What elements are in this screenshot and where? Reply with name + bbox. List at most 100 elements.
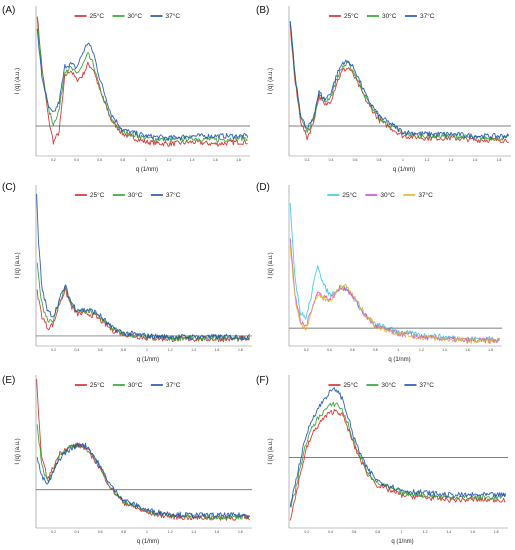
x-tick-label: 0.4: [328, 530, 333, 534]
x-tick-label: 1.4: [191, 348, 196, 352]
x-tick-label: 0.6: [352, 530, 357, 534]
x-tick-label: 0.8: [121, 530, 126, 534]
x-tick-label: 1.4: [191, 530, 196, 534]
x-tick-label: 1.2: [425, 158, 430, 162]
x-tick-label: 0.6: [98, 348, 103, 352]
x-tick-label: 0.4: [329, 158, 334, 162]
x-tick-label: 0.2: [51, 348, 56, 352]
x-tick-label: 1.2: [423, 530, 428, 534]
x-tick-label: 0.8: [377, 158, 382, 162]
legend-label: 30°C: [381, 381, 396, 389]
x-axis-title: q (1/nm): [137, 539, 159, 545]
x-tick-label: 0.2: [304, 530, 309, 534]
x-tick-label: 0.4: [75, 348, 80, 352]
series-line-37c: [289, 21, 509, 140]
chart-panel-5: (E) 0.2 0.4 0.6 0.8 1 1.2 1.4 1.6 1.8 q (1/nm) I (q…: [2, 375, 252, 545]
x-tick-label: 1.4: [446, 530, 451, 534]
x-tick-label: 0.2: [305, 158, 310, 162]
x-tick-label: 0.2: [304, 348, 309, 352]
panel-label: (A): [2, 5, 15, 16]
series-line-37c: [36, 28, 249, 141]
chart-panel-4: (D) 0.2 0.4 0.6 0.8 1 1.2 1.4 1.6 1.8 q (1/nm) I (q…: [256, 182, 502, 363]
x-tick-label: 0.4: [75, 530, 80, 534]
x-tick-label: 0.8: [120, 158, 125, 162]
x-tick-label: 1.2: [168, 348, 173, 352]
legend-label: 25°C: [90, 381, 105, 389]
x-tick-label: 0.6: [98, 530, 103, 534]
y-axis-title: I (q) (a.u.): [268, 68, 274, 94]
y-axis-title: I (q) (a.u.): [15, 68, 21, 94]
x-axis-title: q (1/nm): [136, 167, 158, 173]
series-line-37c: [36, 193, 251, 341]
x-tick-label: 1.8: [497, 158, 502, 162]
x-tick-label: 1.8: [238, 348, 243, 352]
y-axis-title: I (q) (a.u.): [15, 438, 21, 464]
x-tick-label: 1: [397, 348, 399, 352]
legend-label: 30°C: [380, 191, 395, 199]
series-line-30c: [36, 424, 251, 520]
chart-panel-6: (F) 0.2 0.4 0.6 0.8 1 1.2 1.4 1.6 1.8 q (1/nm) I (q…: [256, 375, 508, 545]
x-tick-label: 1.2: [168, 530, 173, 534]
x-tick-label: 1.2: [419, 348, 424, 352]
legend-label: 37°C: [419, 381, 434, 389]
legend-label: 30°C: [128, 191, 143, 199]
panel-label: (B): [256, 5, 269, 16]
x-tick-label: 1.6: [213, 158, 218, 162]
series-line-37c: [289, 387, 507, 507]
legend-label: 25°C: [344, 12, 359, 20]
x-axis-title: q (1/nm): [137, 357, 159, 363]
x-tick-label: 1.6: [215, 348, 220, 352]
x-tick-label: 0.8: [373, 348, 378, 352]
panel-label: (E): [2, 375, 15, 386]
x-tick-label: 0.4: [327, 348, 332, 352]
x-tick-label: 0.8: [121, 348, 126, 352]
series-line-37c: [36, 442, 250, 519]
legend-label: 37°C: [418, 191, 433, 199]
series-line-25c: [289, 23, 509, 144]
legend-label: 25°C: [90, 12, 105, 20]
y-axis-title: I (q) (a.u.): [268, 252, 274, 278]
legend-label: 37°C: [420, 12, 435, 20]
x-tick-label: 1.6: [215, 530, 220, 534]
legend-label: 37°C: [166, 191, 181, 199]
x-tick-label: 0.8: [375, 530, 380, 534]
legend-label: 37°C: [166, 12, 181, 20]
x-axis-title: q (1/nm): [388, 357, 410, 363]
x-tick-label: 0.2: [51, 530, 56, 534]
x-tick-label: 1.8: [494, 530, 499, 534]
x-tick-label: 1.6: [473, 158, 478, 162]
x-tick-label: 1: [402, 158, 404, 162]
x-tick-label: 1.4: [442, 348, 447, 352]
chart-panel-1: (A) 0.2 0.4 0.6 0.8 1 1.2 1.4 1.6 1.8 q (1/nm) I (q…: [2, 5, 250, 173]
series-line-25c: [36, 16, 248, 147]
legend-label: 25°C: [343, 381, 358, 389]
legend-label: 30°C: [128, 381, 143, 389]
x-tick-label: 1.6: [465, 348, 470, 352]
x-tick-label: 1.2: [167, 158, 172, 162]
legend-label: 25°C: [90, 191, 105, 199]
panel-label: (D): [256, 182, 270, 193]
legend-label: 30°C: [382, 12, 397, 20]
y-axis-title: I (q) (a.u.): [15, 252, 21, 278]
series-line-30c: [290, 401, 506, 508]
x-tick-label: 1.6: [470, 530, 475, 534]
x-tick-label: 1: [146, 530, 148, 534]
x-tick-label: 1: [401, 530, 403, 534]
series-line-30c: [36, 17, 248, 143]
x-tick-label: 0.2: [51, 158, 56, 162]
panel-label: (C): [2, 182, 16, 193]
x-axis-title: q (1/nm): [393, 167, 415, 173]
x-tick-label: 1.8: [238, 530, 243, 534]
x-tick-label: 0.4: [74, 158, 79, 162]
chart-panel-3: (C) 0.2 0.4 0.6 0.8 1 1.2 1.4 1.6 1.8 q (1/nm) I (q…: [2, 182, 252, 363]
series-line-30c: [289, 238, 500, 344]
x-tick-label: 0.6: [353, 158, 358, 162]
x-tick-label: 1.4: [449, 158, 454, 162]
legend-label: 25°C: [342, 191, 357, 199]
x-tick-label: 1.4: [190, 158, 195, 162]
x-axis-title: q (1/nm): [391, 539, 413, 545]
panel-label: (F): [256, 375, 269, 386]
x-tick-label: 1: [145, 158, 147, 162]
chart-panel-2: (B) 0.2 0.4 0.6 0.8 1 1.2 1.4 1.6 1.8 q (1/nm) I (q…: [256, 5, 511, 173]
